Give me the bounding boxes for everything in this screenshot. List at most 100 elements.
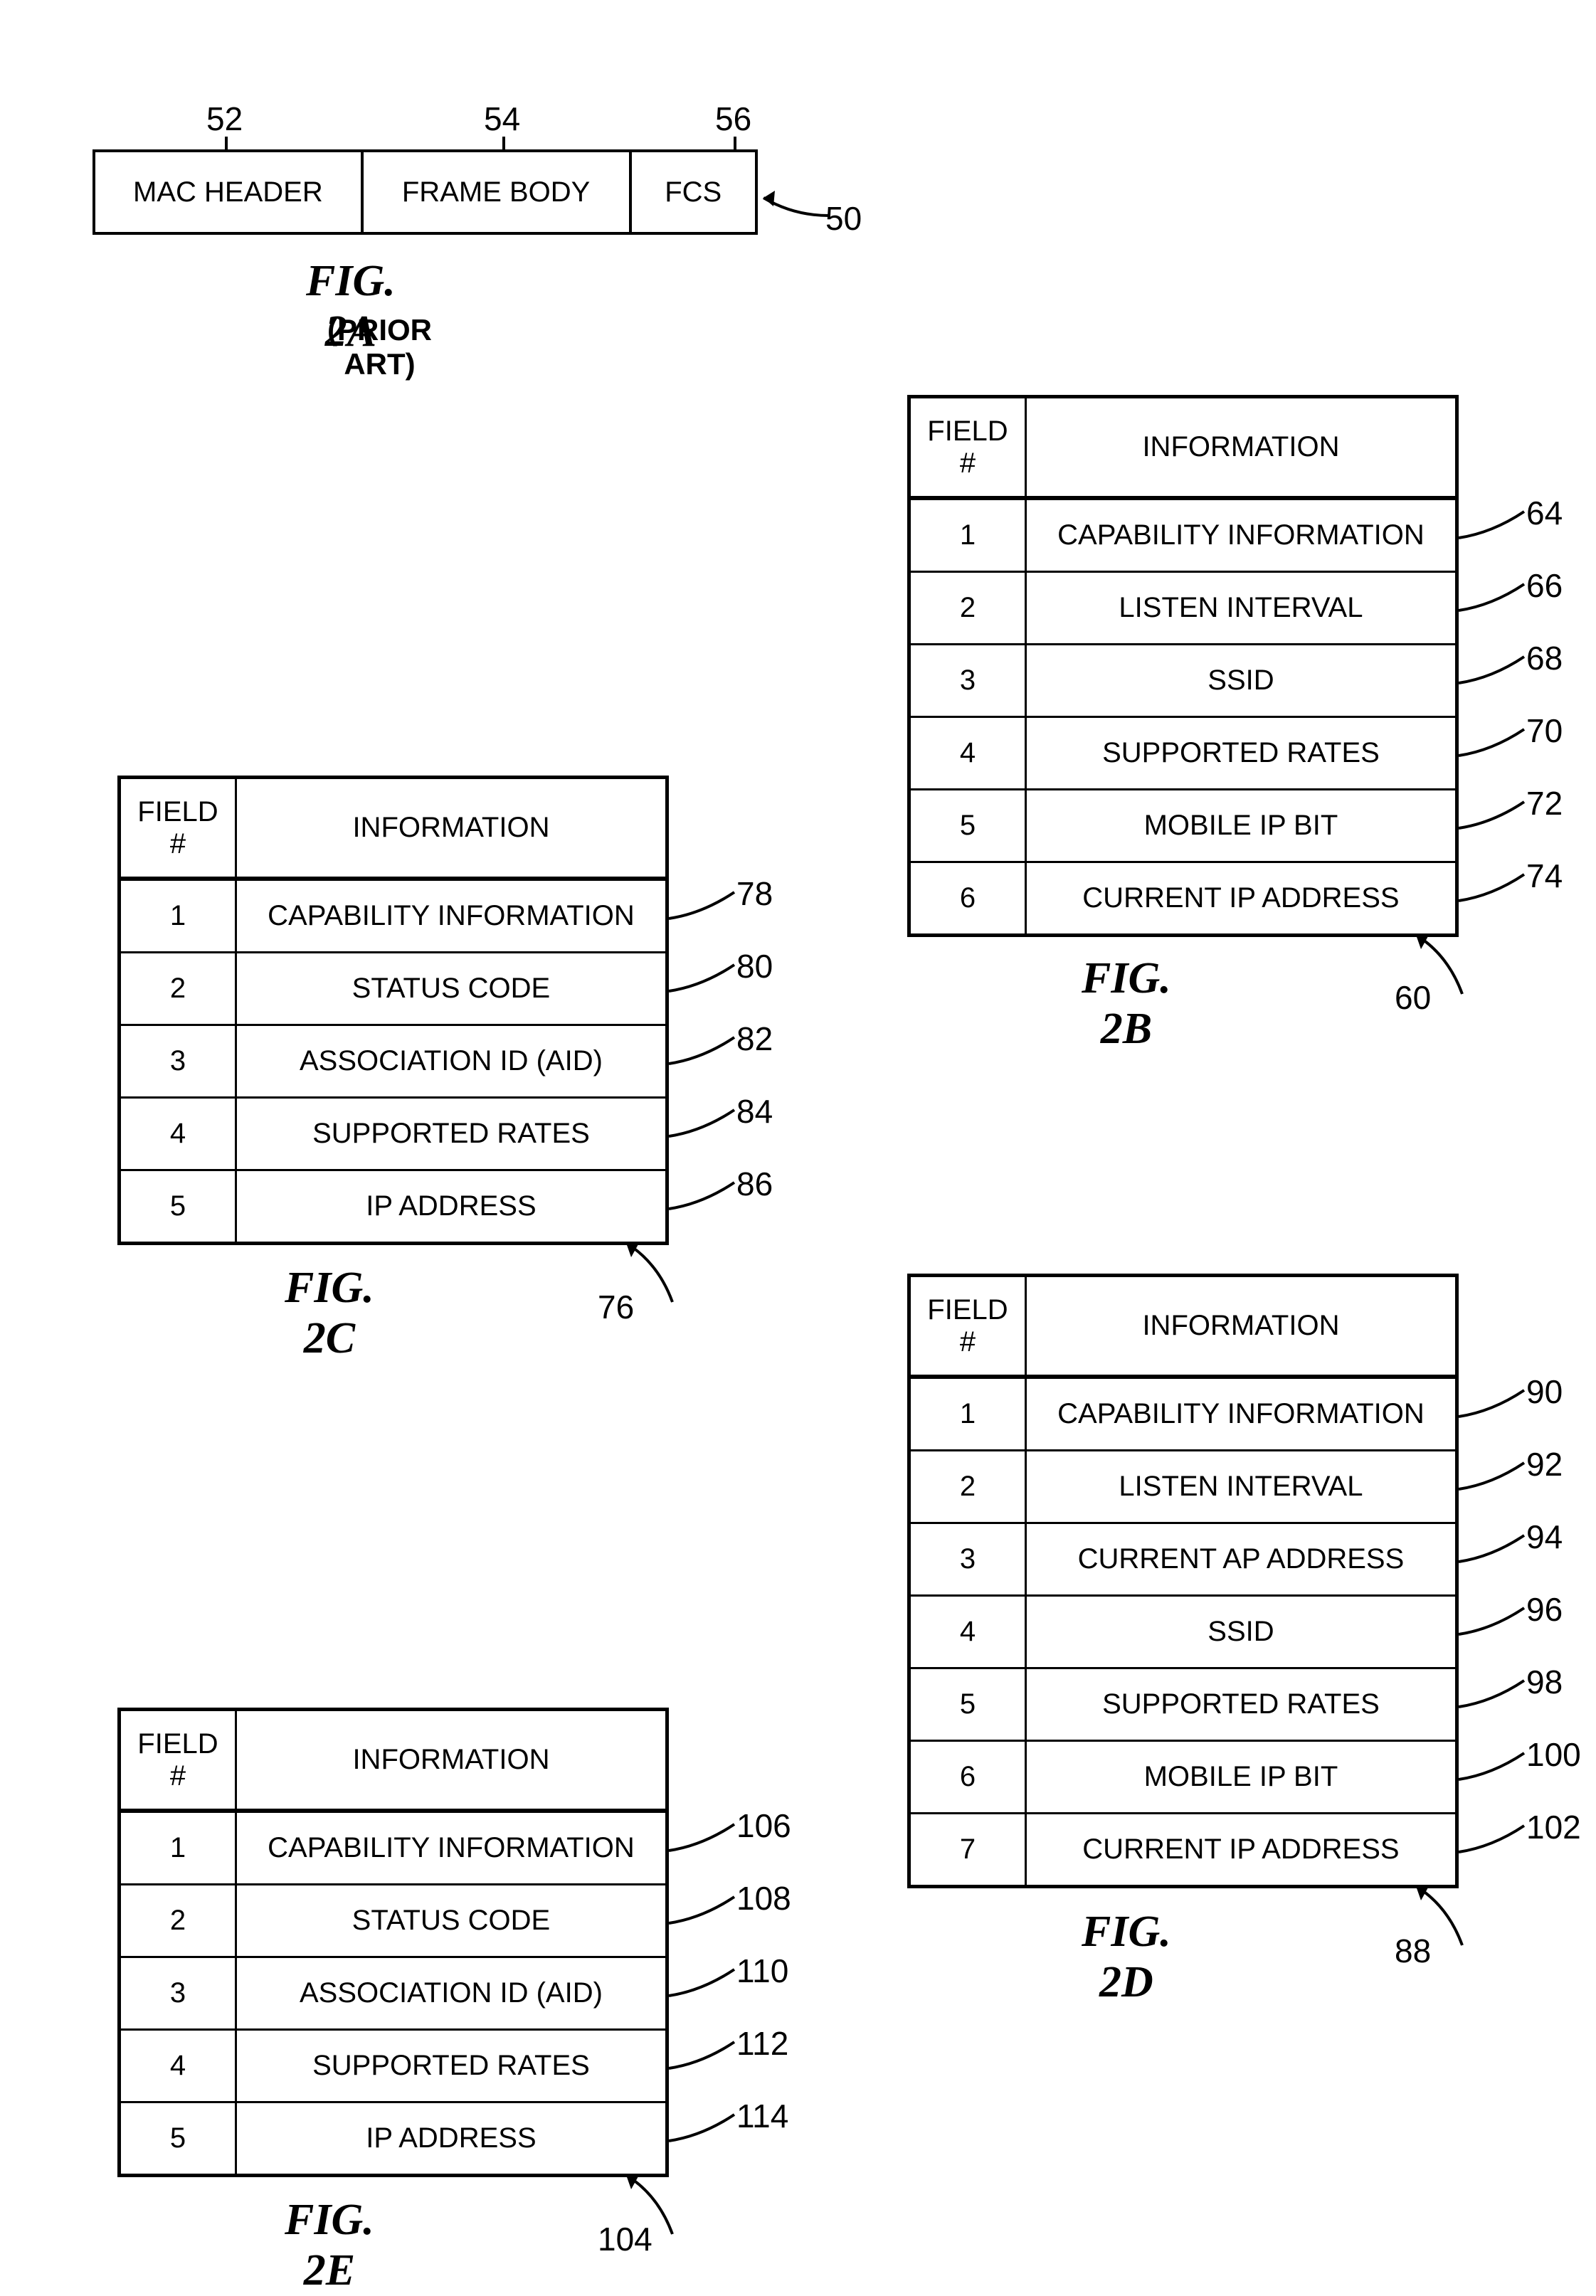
table-row: 6MOBILE IP BIT <box>911 1740 1455 1812</box>
table-row: 3CURRENT AP ADDRESS <box>911 1522 1455 1594</box>
ref-label: 54 <box>484 100 520 138</box>
row-info: SUPPORTED RATES <box>1027 1669 1455 1740</box>
row-field-num: 1 <box>911 500 1027 571</box>
frame-cell: FRAME BODY <box>364 152 632 232</box>
ref-label: 94 <box>1526 1518 1563 1556</box>
figure-caption: FIG. 2C <box>285 1263 374 1364</box>
ref-label: 100 <box>1526 1735 1581 1774</box>
figure-caption: FIG. 2D <box>1082 1907 1171 2008</box>
table-row: 4SSID <box>911 1594 1455 1667</box>
ref-label: 82 <box>736 1020 773 1058</box>
table-row: 5SUPPORTED RATES <box>911 1667 1455 1740</box>
header-cell-info: INFORMATION <box>237 779 665 877</box>
table-row: 2LISTEN INTERVAL <box>911 571 1455 643</box>
ref-label: 110 <box>736 1952 788 1990</box>
row-info: SUPPORTED RATES <box>1027 718 1455 788</box>
header-cell-info: INFORMATION <box>1027 1277 1455 1375</box>
ref-label: 106 <box>736 1806 791 1845</box>
table-header-row: FIELD #INFORMATION <box>911 1277 1455 1377</box>
frame-cell: MAC HEADER <box>95 152 364 232</box>
table-row: 2LISTEN INTERVAL <box>911 1449 1455 1522</box>
ref-label: 96 <box>1526 1590 1563 1629</box>
ref-label: 80 <box>736 947 773 985</box>
row-info: CURRENT IP ADDRESS <box>1027 1814 1455 1885</box>
table-header-row: FIELD #INFORMATION <box>121 779 665 879</box>
row-info: MOBILE IP BIT <box>1027 1742 1455 1812</box>
ref-label: 56 <box>715 100 751 138</box>
row-info: CURRENT IP ADDRESS <box>1027 863 1455 933</box>
table-header-row: FIELD #INFORMATION <box>911 398 1455 498</box>
fig-2c-table: FIELD #INFORMATION1CAPABILITY INFORMATIO… <box>117 776 669 1245</box>
row-info: IP ADDRESS <box>237 1171 665 1242</box>
header-cell-field: FIELD # <box>121 779 237 877</box>
fig-2e-table: FIELD #INFORMATION1CAPABILITY INFORMATIO… <box>117 1708 669 2177</box>
table-row: 1CAPABILITY INFORMATION <box>911 1377 1455 1449</box>
frame-cell: FCS <box>632 152 755 232</box>
ref-label: 52 <box>206 100 243 138</box>
fig-2d-table: FIELD #INFORMATION1CAPABILITY INFORMATIO… <box>907 1274 1459 1888</box>
table-row: 5MOBILE IP BIT <box>911 788 1455 861</box>
row-field-num: 5 <box>121 2103 237 2174</box>
ref-label: 64 <box>1526 494 1563 532</box>
ref-label: 88 <box>1395 1932 1431 1970</box>
row-info: CAPABILITY INFORMATION <box>1027 1379 1455 1449</box>
row-field-num: 3 <box>911 645 1027 716</box>
row-field-num: 2 <box>121 1885 237 1956</box>
ref-label: 74 <box>1526 857 1563 895</box>
row-field-num: 2 <box>121 953 237 1024</box>
row-field-num: 3 <box>121 1958 237 2028</box>
figure-caption: FIG. 2E <box>285 2195 374 2296</box>
ref-label: 114 <box>736 2097 788 2135</box>
mac-frame: MAC HEADERFRAME BODYFCS <box>93 149 758 235</box>
row-field-num: 4 <box>121 2031 237 2101</box>
row-field-num: 6 <box>911 863 1027 933</box>
row-field-num: 7 <box>911 1814 1027 1885</box>
table-row: 4SUPPORTED RATES <box>121 2028 665 2101</box>
header-cell-field: FIELD # <box>911 398 1027 496</box>
table-row: 4SUPPORTED RATES <box>911 716 1455 788</box>
ref-label: 78 <box>736 874 773 913</box>
table-row: 5IP ADDRESS <box>121 2101 665 2174</box>
table-row: 1CAPABILITY INFORMATION <box>121 879 665 951</box>
row-info: IP ADDRESS <box>237 2103 665 2174</box>
row-field-num: 5 <box>911 790 1027 861</box>
table-row: 1CAPABILITY INFORMATION <box>121 1811 665 1883</box>
row-info: ASSOCIATION ID (AID) <box>237 1958 665 2028</box>
row-info: LISTEN INTERVAL <box>1027 1451 1455 1522</box>
row-info: STATUS CODE <box>237 1885 665 1956</box>
table-row: 2STATUS CODE <box>121 1883 665 1956</box>
ref-label: 92 <box>1526 1445 1563 1483</box>
row-info: MOBILE IP BIT <box>1027 790 1455 861</box>
header-cell-info: INFORMATION <box>237 1711 665 1809</box>
ref-label: 66 <box>1526 566 1563 605</box>
header-cell-info: INFORMATION <box>1027 398 1455 496</box>
table-row: 7CURRENT IP ADDRESS <box>911 1812 1455 1885</box>
row-info: CAPABILITY INFORMATION <box>237 881 665 951</box>
ref-label: 90 <box>1526 1372 1563 1411</box>
row-field-num: 1 <box>121 1813 237 1883</box>
table-header-row: FIELD #INFORMATION <box>121 1711 665 1811</box>
table-row: 4SUPPORTED RATES <box>121 1096 665 1169</box>
row-field-num: 6 <box>911 1742 1027 1812</box>
table-row: 1CAPABILITY INFORMATION <box>911 498 1455 571</box>
row-info: SUPPORTED RATES <box>237 2031 665 2101</box>
row-field-num: 2 <box>911 573 1027 643</box>
ref-label: 108 <box>736 1879 791 1917</box>
row-field-num: 4 <box>911 1597 1027 1667</box>
ref-label: 60 <box>1395 978 1431 1017</box>
ref-label: 84 <box>736 1092 773 1131</box>
row-info: LISTEN INTERVAL <box>1027 573 1455 643</box>
table-row: 6CURRENT IP ADDRESS <box>911 861 1455 933</box>
row-info: CAPABILITY INFORMATION <box>1027 500 1455 571</box>
fig-2b-table: FIELD #INFORMATION1CAPABILITY INFORMATIO… <box>907 395 1459 937</box>
table-row: 5IP ADDRESS <box>121 1169 665 1242</box>
figure-caption: FIG. 2B <box>1082 953 1171 1054</box>
header-cell-field: FIELD # <box>911 1277 1027 1375</box>
row-field-num: 2 <box>911 1451 1027 1522</box>
row-field-num: 5 <box>121 1171 237 1242</box>
ref-label: 76 <box>598 1288 634 1326</box>
figure-subcaption: (PRIOR ART) <box>327 313 432 381</box>
row-info: SSID <box>1027 645 1455 716</box>
row-field-num: 1 <box>911 1379 1027 1449</box>
row-field-num: 4 <box>121 1099 237 1169</box>
